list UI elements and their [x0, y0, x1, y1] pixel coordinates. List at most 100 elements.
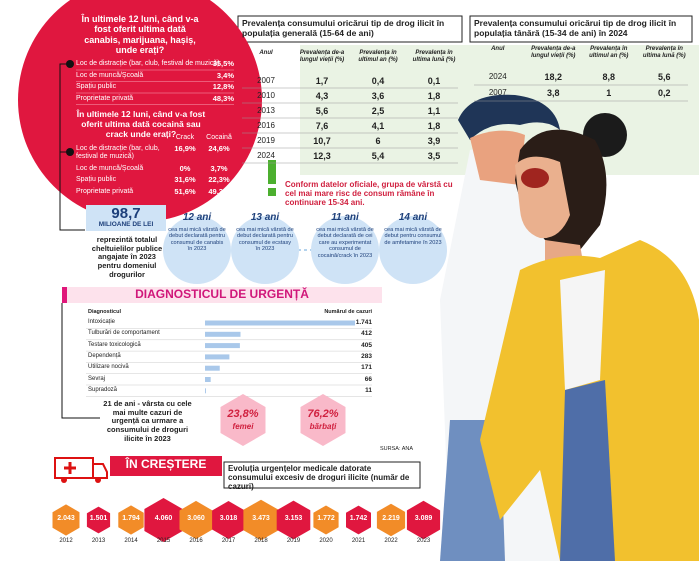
- bar: [205, 365, 220, 371]
- trend-value: 2.043: [57, 515, 75, 522]
- badge: ÎN CREȘTERE: [125, 457, 207, 471]
- row-value: 31,6%: [174, 175, 196, 184]
- cell: 2007: [488, 88, 507, 97]
- cell: 10,7: [313, 136, 331, 146]
- bar: [205, 377, 211, 382]
- cell: 2024: [257, 151, 275, 160]
- trend-value: 1.501: [89, 515, 108, 522]
- cell: 3,5: [427, 151, 441, 161]
- survey-circle: [18, 0, 262, 222]
- cell: 4,1: [371, 121, 385, 131]
- age-circle: [163, 216, 231, 284]
- trend-title-box: [223, 461, 421, 489]
- ambulance-icon: [54, 457, 108, 483]
- bar: [205, 343, 240, 349]
- row-value: 0%: [179, 163, 191, 173]
- column-header: Cocaină: [206, 134, 232, 141]
- exclamation: [268, 160, 276, 184]
- trend-hexagon: [144, 498, 183, 542]
- row-value: 66: [364, 375, 372, 383]
- connector: [61, 303, 100, 419]
- woman-jeans: [560, 380, 615, 561]
- cell: 8,8: [602, 72, 615, 82]
- trend-year: 2017: [221, 538, 236, 544]
- cell: 4,3: [315, 91, 329, 101]
- trend-year: 2014: [124, 538, 138, 544]
- row-label: Supradoză: [88, 386, 118, 393]
- trend-year: 2021: [351, 538, 366, 544]
- banner: [62, 287, 382, 303]
- cell: 3,8: [546, 88, 560, 98]
- row-value: 412: [361, 330, 372, 338]
- cell: 5,4: [371, 151, 385, 161]
- row-label: Testare toxicologică: [88, 341, 141, 348]
- age-circle: [379, 216, 447, 284]
- row-label: Loc de muncă/Școală: [76, 164, 144, 172]
- age-text: cea mai mică vârstă de debut pentru cons…: [384, 227, 442, 246]
- trend-value: 3.473: [252, 515, 270, 522]
- column-header: Numărul de cazuri: [324, 309, 372, 315]
- cell: 0,1: [427, 76, 441, 86]
- cell: 0,2: [657, 88, 671, 98]
- cell: 2010: [257, 91, 275, 100]
- trend-hexagon: [346, 505, 371, 535]
- cell: 2,5: [371, 106, 385, 116]
- badge: [110, 456, 222, 476]
- row-label: Loc de distracție (bar, club, festival d…: [76, 145, 160, 161]
- exclamation-dot: [268, 188, 276, 196]
- age: 11 ani: [331, 212, 359, 223]
- trend-hexagon: [406, 500, 441, 540]
- row-label: Spațiu public: [76, 83, 117, 90]
- row-value: 49,3%: [208, 186, 230, 196]
- description: reprezintă totalul cheltuielilor publice…: [91, 235, 163, 279]
- cell: 18,2: [544, 72, 563, 82]
- connector: [59, 63, 85, 231]
- age-circle: [231, 216, 299, 284]
- trend-value: 2.219: [382, 515, 400, 522]
- column-header: Prevalența în ultimul an (%): [589, 46, 629, 59]
- trend-year: 2016: [189, 538, 203, 544]
- section-title: DIAGNOSTICUL DE URGENȚĂ: [135, 287, 309, 301]
- trend-hexagon: [212, 501, 245, 539]
- row-label: Loc de muncă/Școală: [76, 71, 144, 79]
- peak-note: 21 de ani - vârsta cu cele mai multe caz…: [103, 399, 192, 443]
- row-value: 51,6%: [174, 186, 196, 196]
- money-box: [86, 205, 166, 231]
- trend-year: 2019: [286, 538, 301, 544]
- cell: 5,6: [657, 72, 671, 82]
- gender-share: 23,8%: [227, 408, 259, 420]
- trend-value: 3.018: [219, 515, 238, 522]
- row-value: 48,3%: [212, 93, 234, 103]
- cell: 1,8: [427, 121, 441, 131]
- row-label: Proprietate privată: [76, 187, 134, 195]
- row-value: 12,8%: [212, 82, 234, 91]
- people-illustration: [440, 94, 699, 561]
- row-label: Tulburări de comportament: [88, 330, 160, 337]
- cell: 7,6: [315, 121, 329, 131]
- trend-value: 1.794: [122, 515, 140, 522]
- cell: 2019: [257, 136, 275, 145]
- cell: 3,9: [427, 136, 441, 146]
- row-label: Utilizare nocivă: [88, 364, 129, 371]
- bar: [205, 331, 241, 337]
- source: SURSA: ANA: [380, 446, 414, 452]
- trend-year: 2018: [254, 538, 268, 544]
- trend-value: 1.772: [317, 515, 335, 522]
- row-label: Spațiu public: [76, 176, 117, 183]
- age: 13 ani: [250, 212, 280, 223]
- trend-year: 2012: [59, 538, 73, 544]
- row-value: 24,6%: [208, 144, 230, 153]
- trend-hexagon: [376, 503, 406, 537]
- cell: 1,8: [427, 91, 441, 101]
- trend-hexagon: [118, 505, 144, 535]
- gender-share: 76,2%: [307, 408, 339, 420]
- row-label: Dependență: [88, 352, 121, 359]
- cell: 2007: [257, 76, 275, 85]
- row-value: 16,9%: [174, 144, 196, 153]
- bar: [205, 354, 230, 360]
- cell: 3,6: [371, 91, 385, 101]
- gender-label: bărbați: [309, 422, 337, 431]
- cell: 0,4: [371, 76, 385, 86]
